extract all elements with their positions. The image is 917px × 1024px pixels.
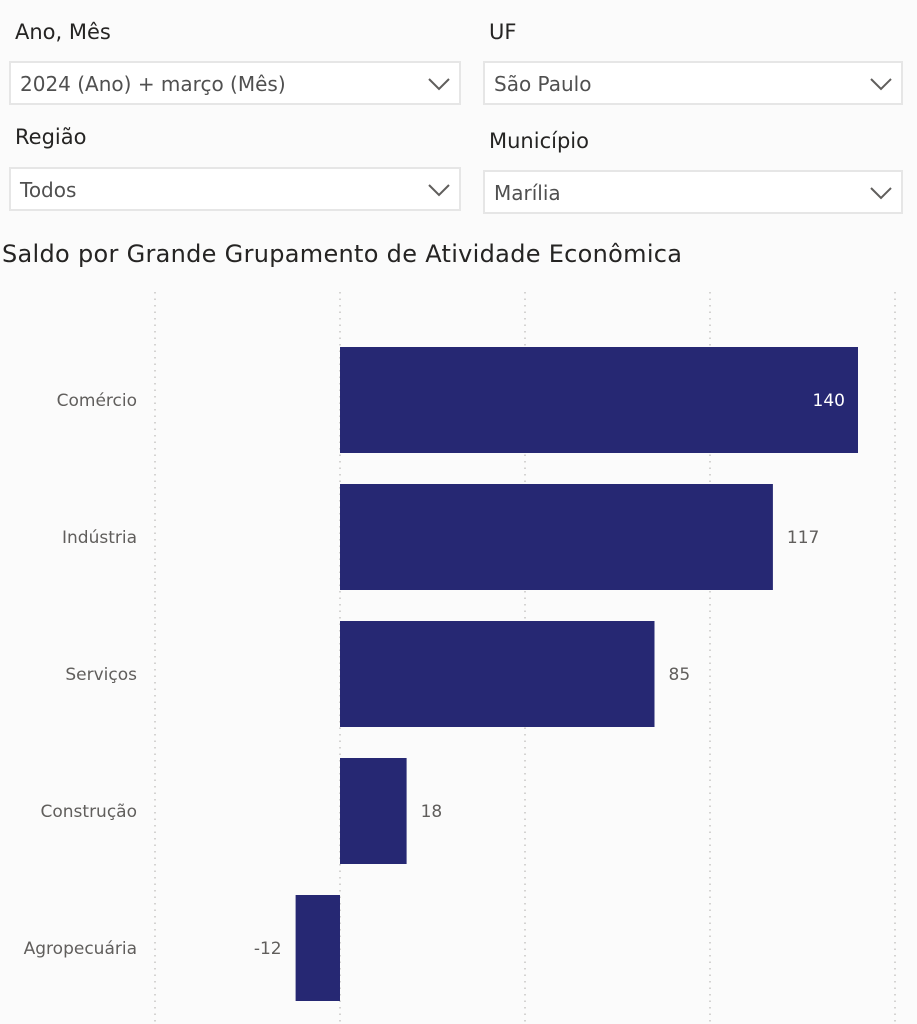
- category-label-5: Agropecuária: [24, 939, 137, 959]
- bar-4[interactable]: [340, 758, 407, 864]
- data-label-4: 18: [421, 802, 443, 822]
- municipio-dropdown[interactable]: Marília: [483, 170, 903, 214]
- category-label-2: Indústria: [62, 528, 137, 548]
- category-label-1: Comércio: [57, 391, 137, 411]
- bar-2[interactable]: [340, 484, 773, 590]
- bar-3[interactable]: [340, 621, 655, 727]
- data-label-3: 85: [669, 665, 691, 685]
- chevron-down-icon[interactable]: [427, 179, 451, 199]
- chevron-down-icon[interactable]: [427, 73, 451, 93]
- chevron-down-icon[interactable]: [869, 73, 893, 93]
- data-label-2: 117: [787, 528, 819, 548]
- chart-title: Saldo por Grande Grupamento de Atividade…: [2, 240, 683, 268]
- filter-label-ano-mes: Ano, Mês: [15, 20, 111, 44]
- uf-value: São Paulo: [494, 72, 592, 96]
- filter-label-municipio: Município: [489, 129, 589, 153]
- filter-label-regiao: Região: [15, 125, 87, 149]
- regiao-dropdown[interactable]: Todos: [9, 167, 461, 211]
- data-label-5: -12: [254, 939, 282, 959]
- data-label-1: 140: [813, 391, 845, 411]
- ano-mes-value: 2024 (Ano) + março (Mês): [20, 72, 286, 96]
- category-label-4: Construção: [41, 802, 138, 822]
- ano-mes-dropdown[interactable]: 2024 (Ano) + março (Mês): [9, 61, 461, 105]
- filter-label-uf: UF: [489, 20, 517, 44]
- municipio-value: Marília: [494, 181, 561, 205]
- category-label-3: Serviços: [65, 665, 137, 685]
- uf-dropdown[interactable]: São Paulo: [483, 61, 903, 105]
- regiao-value: Todos: [20, 178, 77, 202]
- chevron-down-icon[interactable]: [869, 182, 893, 202]
- bar-5[interactable]: [295, 895, 340, 1001]
- bar-1[interactable]: [340, 347, 858, 453]
